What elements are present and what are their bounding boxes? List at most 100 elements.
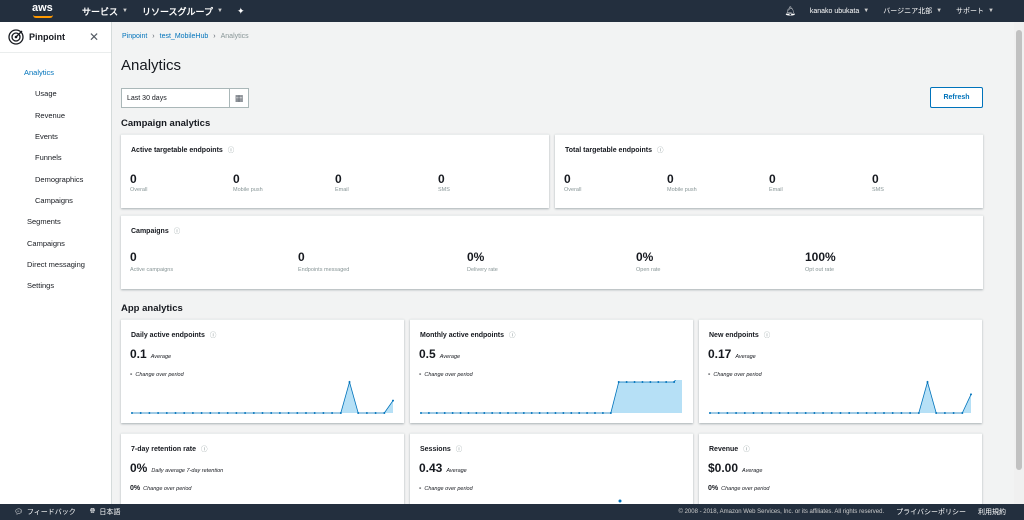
sidebar-item-usage[interactable]: Usage — [35, 89, 57, 98]
breadcrumb: Pinpoint › test_MobileHub › Analytics — [122, 33, 249, 40]
change-label: Change over period — [424, 372, 473, 378]
pin-icon[interactable]: ✦ — [236, 5, 245, 16]
sparkline-point — [420, 412, 422, 414]
sparkline-point — [726, 412, 729, 414]
sparkline-point — [970, 393, 972, 396]
info-icon[interactable]: ⓘ — [657, 147, 664, 154]
sidebar-item-demographics[interactable]: Demographics — [35, 175, 84, 184]
info-icon[interactable]: ⓘ — [455, 446, 463, 453]
close-icon[interactable]: ✕ — [88, 30, 99, 44]
average-value: $0.00 — [708, 461, 739, 475]
date-range-select[interactable]: Last 30 days ▦ — [121, 88, 249, 108]
card-title-text: Daily active endpoints — [131, 332, 205, 339]
sparkline-area — [421, 380, 682, 413]
sparkline-point — [641, 381, 644, 383]
change-label: Change over period — [721, 486, 770, 492]
breadcrumb-project[interactable]: test_MobileHub — [159, 33, 209, 40]
sparkline-point — [813, 412, 816, 414]
card-title: Campaigns ⓘ — [131, 225, 180, 235]
scrollbar-thumb[interactable] — [1016, 30, 1022, 470]
sidebar-item-campaigns[interactable]: Campaigns — [27, 239, 65, 248]
sparkline-point — [578, 412, 581, 414]
metric-sms: 0 — [872, 172, 879, 186]
sparkline-point — [935, 412, 938, 414]
calendar-icon[interactable]: ▦ — [229, 89, 248, 107]
sidebar-item-direct-messaging[interactable]: Direct messaging — [27, 260, 85, 269]
sparkline-point — [822, 412, 825, 414]
sparkline-point — [839, 412, 842, 414]
campaign-analytics-heading: Campaign analytics — [121, 118, 211, 129]
info-icon[interactable]: ⓘ — [509, 332, 516, 339]
aws-logo[interactable]: aws — [0, 0, 58, 22]
page-scrollbar[interactable] — [1014, 22, 1024, 504]
average-label: Average — [742, 468, 763, 474]
average-label: Daily average 7-day retention — [151, 468, 224, 474]
change-label: Change over period — [713, 372, 762, 378]
monthly-active-sparkline — [420, 380, 682, 414]
resource-groups-menu[interactable]: リソースグループ ▼ — [142, 5, 223, 18]
info-icon[interactable]: ⓘ — [173, 228, 181, 235]
info-icon[interactable]: ⓘ — [763, 332, 771, 339]
language-label: 日本語 — [99, 509, 121, 516]
info-icon[interactable]: ⓘ — [209, 332, 217, 339]
services-menu[interactable]: サービス ▼ — [82, 5, 128, 18]
change-over-period: - Change over period — [130, 371, 184, 378]
top-navigation: aws サービス ▼ リソースグループ ▼ ✦ 🔔︎ kanako ubukata ▼… — [0, 0, 1024, 22]
sparkline-point — [609, 412, 612, 414]
metric-email: 0 — [335, 172, 342, 186]
sidebar-item-settings[interactable]: Settings — [27, 281, 55, 290]
sidebar-item-events[interactable]: Events — [35, 132, 58, 141]
metric-label: Opt out rate — [805, 267, 835, 273]
chevron-down-icon: ▼ — [988, 8, 994, 14]
sparkline-point — [778, 412, 781, 414]
info-icon[interactable]: ⓘ — [743, 446, 750, 453]
globe-icon: 🌐︎ — [89, 508, 96, 515]
change-value: 0% — [708, 485, 719, 492]
support-menu[interactable]: サポート ▼ — [956, 6, 994, 16]
sparkline-point — [322, 412, 325, 414]
sparkline-point — [348, 381, 351, 383]
bell-icon[interactable]: 🔔︎ — [784, 5, 796, 16]
change-value: - — [708, 371, 711, 378]
metric-label: Email — [769, 187, 783, 193]
sparkline-point — [339, 412, 342, 414]
metric-label: SMS — [438, 187, 450, 193]
sparkline-point — [717, 412, 720, 414]
sparkline-point — [270, 412, 273, 414]
sparkline-point — [392, 399, 394, 402]
average-value: 0.43 — [419, 461, 443, 475]
card-title: Total targetable endpoints ⓘ — [565, 144, 664, 154]
feedback-link[interactable]: 💬︎ フィードバック — [14, 507, 76, 517]
sparkline-point — [625, 381, 628, 383]
info-icon[interactable]: ⓘ — [200, 446, 208, 453]
pinpoint-logo-icon — [8, 29, 24, 45]
sparkline-point — [804, 412, 807, 414]
sparkline-point — [761, 412, 764, 414]
language-selector[interactable]: 🌐︎ 日本語 — [90, 507, 121, 517]
sparkline-point — [848, 412, 851, 414]
sparkline-point — [673, 381, 676, 383]
sparkline-point — [570, 412, 573, 414]
sparkline-point — [830, 412, 833, 414]
refresh-button[interactable]: Refresh — [930, 87, 983, 108]
sparkline-point — [331, 412, 334, 414]
sidebar-item-funnels[interactable]: Funnels — [35, 153, 62, 162]
sparkline-point — [514, 412, 517, 414]
card-title-text: Revenue — [709, 446, 739, 453]
sidebar-item-analytics-campaigns[interactable]: Campaigns — [35, 196, 73, 205]
sparkline-point — [278, 412, 281, 414]
region-menu[interactable]: バージニア北部 ▼ — [883, 6, 942, 16]
sidebar-item-segments[interactable]: Segments — [27, 217, 61, 226]
sidebar-item-revenue[interactable]: Revenue — [35, 111, 66, 120]
sidebar-item-analytics[interactable]: Analytics — [24, 68, 55, 77]
sparkline-point — [459, 412, 462, 414]
privacy-policy-link[interactable]: プライバシーポリシー — [896, 509, 966, 516]
metric-sms: 0 — [438, 172, 445, 186]
daily-active-sparkline — [131, 380, 394, 414]
metric-mobile-push: 0 — [233, 172, 240, 186]
terms-link[interactable]: 利用規約 — [978, 509, 1006, 516]
chevron-right-icon: › — [213, 33, 216, 40]
info-icon[interactable]: ⓘ — [227, 147, 235, 154]
breadcrumb-pinpoint[interactable]: Pinpoint — [122, 33, 148, 40]
user-menu[interactable]: kanako ubukata ▼ — [810, 8, 869, 15]
